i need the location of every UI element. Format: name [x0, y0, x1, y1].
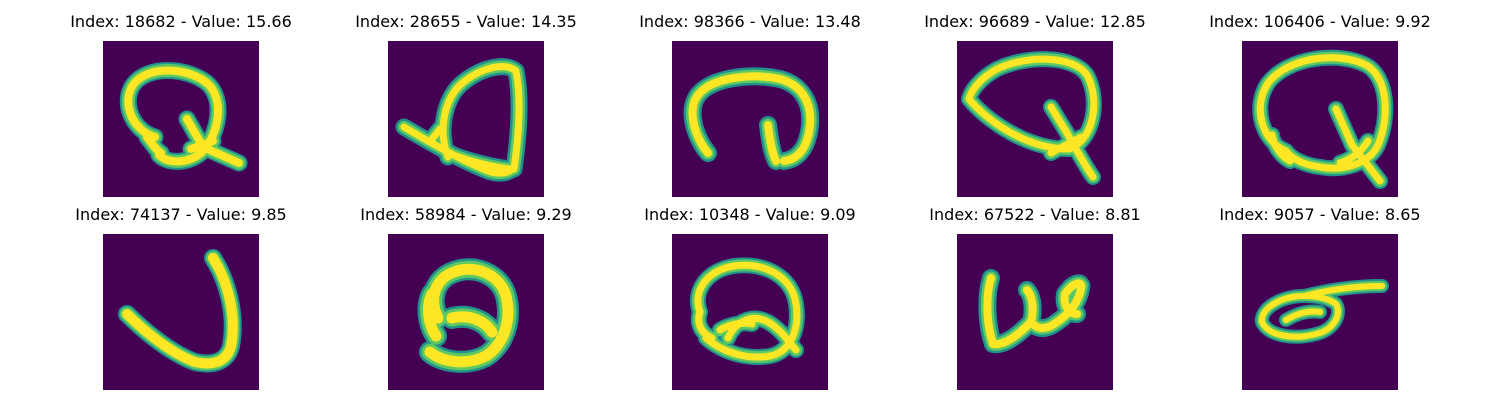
glyph-image: [672, 234, 828, 390]
panel-5: Index: 106406 - Value: 9.92: [1209, 13, 1431, 197]
glyph-strokes: [395, 58, 528, 182]
panel-title: Index: 9057 - Value: 8.65: [1219, 205, 1421, 224]
glyph-image: [1242, 41, 1398, 197]
panel-title: Index: 106406 - Value: 9.92: [1209, 12, 1431, 31]
panel-2: Index: 28655 - Value: 14.35: [355, 13, 577, 197]
panel-title: Index: 58984 - Value: 9.29: [360, 205, 572, 224]
glyph-strokes: [417, 258, 519, 373]
panel-title: Index: 96689 - Value: 12.85: [924, 12, 1146, 31]
glyph-image: [1242, 234, 1398, 390]
glyph-image: [672, 41, 828, 197]
glyph-strokes: [119, 62, 248, 172]
glyph-image: [957, 41, 1113, 197]
panel-8: Index: 10348 - Value: 9.09: [644, 206, 856, 390]
glyph-strokes: [118, 249, 242, 373]
glyph-image: [388, 234, 544, 390]
panel-title: Index: 18682 - Value: 15.66: [70, 12, 292, 31]
panel-7: Index: 58984 - Value: 9.29: [360, 206, 572, 390]
glyph-strokes: [683, 67, 820, 170]
glyph-image: [957, 234, 1113, 390]
panel-title: Index: 67522 - Value: 8.81: [929, 205, 1141, 224]
panel-title: Index: 10348 - Value: 9.09: [644, 205, 856, 224]
panel-title: Index: 28655 - Value: 14.35: [355, 12, 577, 31]
glyph-image: [388, 41, 544, 197]
panel-3: Index: 98366 - Value: 13.48: [639, 13, 861, 197]
panel-title: Index: 74137 - Value: 9.85: [75, 205, 287, 224]
glyph-strokes: [961, 51, 1102, 185]
glyph-image: [103, 41, 259, 197]
panel-4: Index: 96689 - Value: 12.85: [924, 13, 1146, 197]
glyph-strokes: [1255, 279, 1389, 344]
panel-6: Index: 74137 - Value: 9.85: [75, 206, 287, 390]
glyph-strokes: [978, 269, 1091, 354]
glyph-image: [103, 234, 259, 390]
glyph-strokes: [690, 257, 805, 365]
panel-1: Index: 18682 - Value: 15.66: [70, 13, 292, 197]
panel-10: Index: 9057 - Value: 8.65: [1219, 206, 1421, 390]
panel-9: Index: 67522 - Value: 8.81: [929, 206, 1141, 390]
glyph-strokes: [1252, 49, 1394, 189]
panel-title: Index: 98366 - Value: 13.48: [639, 12, 861, 31]
